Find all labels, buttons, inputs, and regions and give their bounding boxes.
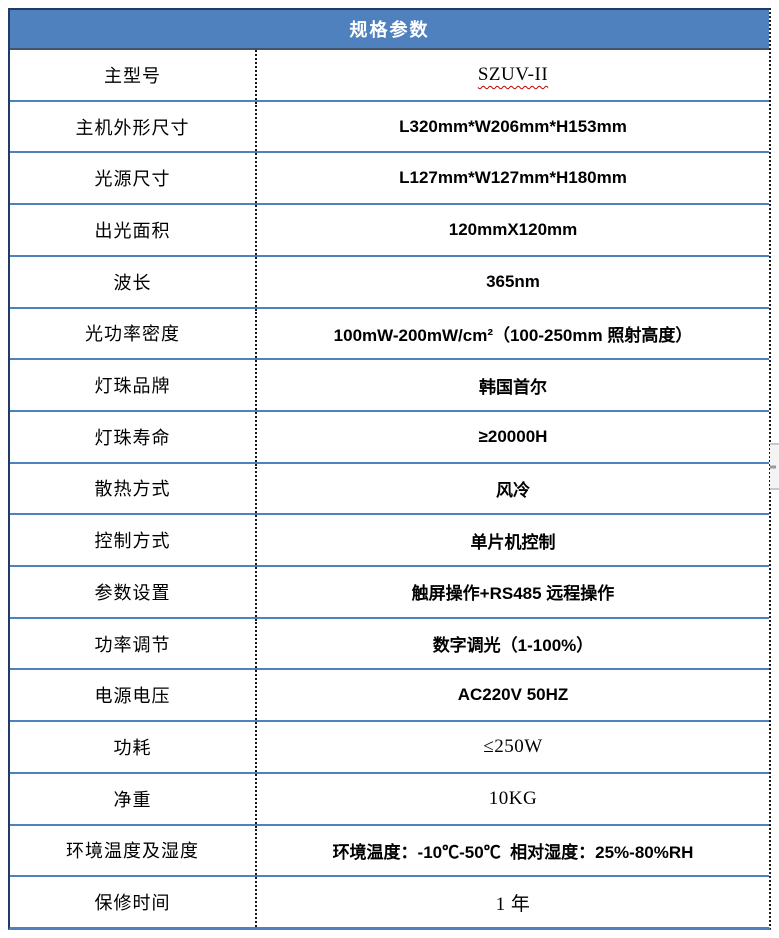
table-row: 灯珠品牌 韩国首尔 [10, 360, 769, 412]
row-value: AC220V 50HZ [255, 670, 769, 721]
table-body: 主型号 SZUV-II 主机外形尺寸 L320mm*W206mm*H153mm … [10, 50, 769, 927]
scrollbar-thumb[interactable] [770, 443, 779, 490]
scrollbar-grip-icon [770, 465, 776, 468]
row-value: 环境温度：-10℃-50℃ 相对湿度：25%-80%RH [255, 825, 769, 876]
table-row: 出光面积 120mmX120mm [10, 205, 769, 257]
row-label: 保修时间 [94, 893, 171, 914]
table-row: 保修时间 1 年 [10, 877, 769, 927]
table-row: 环境温度及湿度 环境温度：-10℃-50℃ 相对湿度：25%-80%RH [10, 825, 769, 878]
row-value: 365nm [255, 256, 769, 307]
row-label: 灯珠品牌 [94, 376, 171, 397]
row-label: 出光面积 [94, 220, 171, 241]
row-label: 灯珠寿命 [94, 427, 171, 448]
table-row: 参数设置 触屏操作+RS485 远程操作 [10, 567, 769, 619]
row-value: 120mmX120mm [255, 205, 769, 255]
row-value: SZUV-II [255, 50, 769, 100]
row-value: 风冷 [255, 463, 769, 514]
row-label: 散热方式 [94, 479, 171, 500]
row-label: 光功率密度 [85, 324, 180, 345]
table-row: 散热方式 风冷 [10, 463, 769, 516]
row-label: 主型号 [104, 65, 161, 86]
row-value: L320mm*W206mm*H153mm [255, 101, 769, 152]
row-label: 参数设置 [94, 582, 171, 603]
table-row: 控制方式 单片机控制 [10, 515, 769, 568]
row-label: 功耗 [113, 737, 152, 758]
row-value: 100mW-200mW/cm²（100-250mm 照射高度） [255, 308, 769, 359]
row-label: 主机外形尺寸 [75, 117, 190, 138]
row-label: 净重 [113, 789, 152, 810]
table-title: 规格参数 [10, 10, 769, 50]
table-row: 功耗 ≤250W [10, 722, 769, 774]
row-label: 光源尺寸 [94, 169, 171, 190]
row-value: 10KG [255, 773, 769, 824]
row-value: L127mm*W127mm*H180mm [255, 153, 769, 204]
row-value: 韩国首尔 [255, 360, 769, 410]
table-row: 光功率密度 100mW-200mW/cm²（100-250mm 照射高度） [10, 308, 769, 361]
table-row: 净重 10KG [10, 773, 769, 826]
table-row: 主机外形尺寸 L320mm*W206mm*H153mm [10, 101, 769, 154]
table-row: 波长 365nm [10, 256, 769, 309]
table-row: 光源尺寸 L127mm*W127mm*H180mm [10, 153, 769, 206]
row-value: ≥20000H [255, 411, 769, 462]
row-label: 电源电压 [94, 686, 171, 707]
row-value: 触屏操作+RS485 远程操作 [255, 567, 769, 617]
row-value: ≤250W [255, 722, 769, 772]
table-row: 功率调节 数字调光（1-100%） [10, 618, 769, 671]
table-row: 电源电压 AC220V 50HZ [10, 670, 769, 723]
row-label: 控制方式 [94, 531, 171, 552]
row-value: 数字调光（1-100%） [255, 618, 769, 669]
table-row: 灯珠寿命 ≥20000H [10, 411, 769, 464]
row-label: 波长 [113, 272, 152, 293]
table-row: 主型号 SZUV-II [10, 50, 769, 102]
row-value: 单片机控制 [255, 515, 769, 566]
row-value: 1 年 [255, 877, 769, 927]
row-label: 功率调节 [94, 634, 171, 655]
row-label: 环境温度及湿度 [66, 841, 199, 862]
spec-table: 规格参数 主型号 SZUV-II 主机外形尺寸 L320mm*W206mm*H1… [8, 8, 771, 930]
